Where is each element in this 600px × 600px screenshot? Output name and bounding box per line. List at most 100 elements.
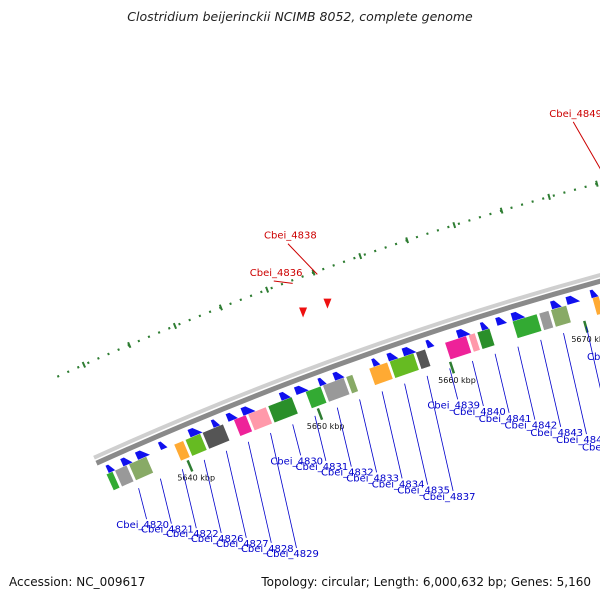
highlight-leader [273,280,293,284]
gene-block [233,414,253,437]
gene-label-leader [586,326,600,389]
gene-label-leader [314,415,327,461]
forward-gene-arrow [240,406,256,416]
gene-label-leader [563,333,587,435]
forward-gene-arrow [120,457,133,467]
genome-title: Clostridium beijerinckii NCIMB 8052, com… [127,9,473,24]
gene-label: Cbei_4845 [556,435,600,446]
gene-block [415,348,432,370]
gene-labels: Cbei_4836Cbei_4838Cbei_4849Cbei_4885Cbei… [116,109,600,560]
gene-block [467,332,481,353]
gene-block [550,304,572,328]
gene-label: Cbei_4847 [587,352,600,363]
gene-label: Cbei_4827 [216,539,269,550]
gene-label-leader [359,399,377,473]
gene-label-leader [138,488,147,520]
gene-block [345,374,359,395]
gene-label: Cbei_4831 [296,462,349,473]
forward-gene-arrow [293,385,309,395]
gene-block [201,423,231,450]
gene-label-leader [472,360,484,407]
scale-tick [448,361,456,374]
forward-gene-arrow [157,441,168,450]
gene-label-leader [426,375,454,491]
forward-gene-arrow [386,352,399,362]
gene-label: Cbei_4822 [166,529,219,540]
gene-block [105,470,121,491]
backbone-line [95,278,600,466]
outer-track-tick [127,341,132,349]
gene-block [368,361,394,386]
outer-track-tick [218,304,223,311]
scale-tick-label: 5640 kbp [177,474,215,483]
gene-block [267,396,299,424]
gene-label: Cbei_4840 [453,407,506,418]
gene-block [322,377,351,403]
gene-label: Cbei_4843 [530,428,583,439]
outer-track-tick [405,237,410,244]
gene-label: Cbei_4828 [241,544,294,555]
gene-label-leader [292,424,302,456]
forward-gene-arrow [105,464,116,473]
gene-label: Cbei_4846 [582,443,600,454]
gene-label: Cbei_4841 [479,414,532,425]
highlight-gene-label: Cbei_4836 [250,268,303,279]
gene-block [184,433,208,457]
gene-feature-track [105,289,600,491]
scale-tick [316,407,324,421]
gene-label: Cbei_4820 [116,520,169,531]
gene-label: Cbei_4829 [266,549,319,560]
gene-label-leader [181,469,197,529]
accession-text: Accession: NC_009617 [9,575,146,589]
topology-text: Topology: circular; Length: 6,000,632 bp… [261,575,591,589]
gene-block [304,385,328,410]
backbone-halo [93,273,600,460]
gene-label-leader [225,450,247,538]
highlight-leader [572,121,600,170]
scale-tick-label: 5660 kbp [438,376,476,385]
forward-gene-arrow [495,317,508,326]
forward-gene-arrow [210,419,221,428]
outer-track-tick [311,269,316,276]
highlight-leader [287,243,318,275]
forward-gene-arrow [455,329,471,339]
outer-track-tick [547,193,551,200]
gene-label: Cbei_4826 [191,534,244,545]
dotted-track [56,180,600,378]
forward-gene-arrow [565,295,581,305]
forward-gene-arrow [550,300,562,310]
gene-label: Cbei_4830 [270,456,323,467]
gene-block [128,455,154,482]
gene-label-leader [517,346,536,420]
genome-backbone [93,273,600,466]
gene-label: Cbei_4833 [346,473,399,484]
gene-label-leader [336,407,352,467]
gene-label-leader [381,391,403,479]
gene-label-leader [404,383,428,485]
gene-label: Cbei_4837 [423,492,476,503]
forward-gene-arrow [425,339,435,349]
gene-label-leader [494,353,510,413]
gene-label: Cbei_4839 [427,400,480,411]
outer-track-tick [595,180,599,187]
outer-track-tick [452,221,457,229]
highlight-gene-label: Cbei_4849 [549,109,600,120]
gene-label-leader [449,368,459,400]
gene-block [444,335,473,361]
forward-gene-arrow [589,289,599,299]
gene-label: Cbei_4842 [505,421,558,432]
forward-gene-arrow [225,412,238,422]
forward-gene-arrow [479,322,489,331]
forward-gene-arrow [317,377,327,387]
forward-gene-arrow [332,371,345,381]
gene-block [173,440,191,462]
highlight-gene-marker [299,307,308,318]
scale-tick [186,459,194,472]
gene-label-leader [270,432,297,549]
highlight-gene-label: Cbei_4838 [264,231,317,242]
gene-label: Cbei_4832 [321,468,374,479]
gene-label: Cbei_4821 [141,525,194,536]
highlight-gene-marker [323,298,332,309]
gene-block [538,310,554,331]
gene-block [388,352,420,379]
